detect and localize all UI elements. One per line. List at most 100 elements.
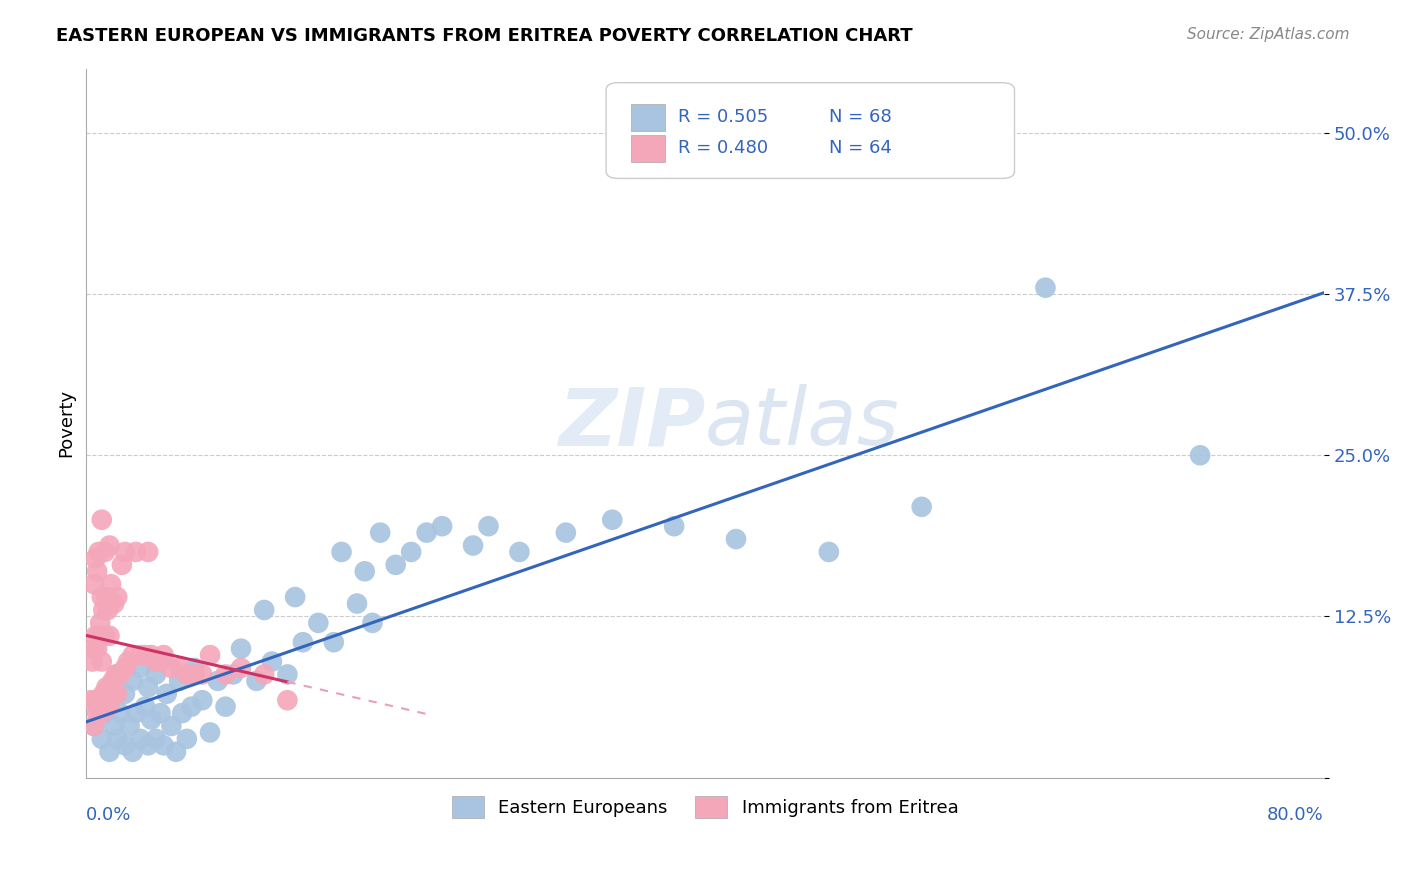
- Point: [152, 648, 174, 662]
- Point: [229, 661, 252, 675]
- Point: [104, 667, 127, 681]
- Point: [183, 661, 205, 675]
- Point: [176, 667, 198, 681]
- Point: [86, 706, 108, 720]
- Point: [911, 500, 934, 514]
- Point: [229, 641, 252, 656]
- Point: [83, 577, 105, 591]
- Point: [114, 661, 136, 675]
- FancyBboxPatch shape: [631, 136, 665, 162]
- Legend: Eastern Europeans, Immigrants from Eritrea: Eastern Europeans, Immigrants from Eritr…: [444, 789, 966, 825]
- Point: [322, 635, 344, 649]
- Point: [207, 673, 229, 688]
- Point: [100, 577, 122, 591]
- Point: [156, 687, 179, 701]
- Point: [361, 615, 384, 630]
- Point: [176, 731, 198, 746]
- Point: [94, 545, 117, 559]
- Text: 0.0%: 0.0%: [86, 806, 132, 824]
- Point: [110, 706, 132, 720]
- Point: [160, 719, 183, 733]
- Point: [145, 731, 167, 746]
- Point: [114, 545, 136, 559]
- Point: [97, 603, 120, 617]
- Point: [80, 693, 103, 707]
- Point: [114, 687, 136, 701]
- Text: N = 64: N = 64: [830, 139, 891, 157]
- Point: [253, 667, 276, 681]
- Point: [84, 629, 107, 643]
- Point: [191, 667, 214, 681]
- Point: [117, 655, 139, 669]
- Point: [83, 641, 105, 656]
- Point: [96, 681, 118, 695]
- Point: [87, 693, 110, 707]
- Point: [100, 681, 122, 695]
- Text: R = 0.480: R = 0.480: [678, 139, 768, 157]
- Point: [121, 673, 143, 688]
- Point: [89, 615, 111, 630]
- Point: [87, 699, 110, 714]
- Point: [384, 558, 406, 572]
- Point: [818, 545, 841, 559]
- Point: [260, 655, 283, 669]
- Point: [149, 655, 172, 669]
- Point: [121, 648, 143, 662]
- Point: [1189, 448, 1212, 462]
- Point: [1035, 281, 1057, 295]
- Point: [307, 615, 329, 630]
- Point: [96, 590, 118, 604]
- Point: [94, 699, 117, 714]
- Point: [198, 725, 221, 739]
- Point: [145, 667, 167, 681]
- Point: [86, 564, 108, 578]
- Text: Source: ZipAtlas.com: Source: ZipAtlas.com: [1187, 27, 1350, 42]
- Point: [94, 629, 117, 643]
- Text: 80.0%: 80.0%: [1267, 806, 1324, 824]
- Point: [86, 641, 108, 656]
- Point: [89, 693, 111, 707]
- Text: ZIP: ZIP: [558, 384, 704, 462]
- Point: [368, 525, 391, 540]
- Point: [90, 513, 112, 527]
- Point: [98, 745, 121, 759]
- Text: EASTERN EUROPEAN VS IMMIGRANTS FROM ERITREA POVERTY CORRELATION CHART: EASTERN EUROPEAN VS IMMIGRANTS FROM ERIT…: [56, 27, 912, 45]
- Point: [134, 699, 156, 714]
- Point: [91, 603, 114, 617]
- Point: [103, 597, 125, 611]
- Point: [284, 590, 307, 604]
- Point: [600, 513, 623, 527]
- Point: [136, 545, 159, 559]
- Point: [129, 648, 152, 662]
- Point: [554, 525, 576, 540]
- FancyBboxPatch shape: [606, 83, 1015, 178]
- Point: [97, 687, 120, 701]
- Point: [90, 706, 112, 720]
- Y-axis label: Poverty: Poverty: [58, 389, 75, 457]
- Point: [136, 739, 159, 753]
- Point: [84, 693, 107, 707]
- Point: [118, 719, 141, 733]
- Point: [90, 731, 112, 746]
- Point: [662, 519, 685, 533]
- Point: [214, 699, 236, 714]
- Point: [129, 661, 152, 675]
- Point: [276, 693, 298, 707]
- Point: [90, 590, 112, 604]
- Point: [165, 745, 187, 759]
- Point: [129, 731, 152, 746]
- Point: [125, 545, 148, 559]
- Point: [101, 673, 124, 688]
- Point: [98, 629, 121, 643]
- Point: [222, 667, 245, 681]
- Point: [83, 719, 105, 733]
- Point: [508, 545, 530, 559]
- Point: [214, 667, 236, 681]
- Point: [430, 519, 453, 533]
- Point: [183, 667, 205, 681]
- Point: [98, 681, 121, 695]
- Point: [134, 648, 156, 662]
- Point: [149, 706, 172, 720]
- Point: [291, 635, 314, 649]
- Point: [461, 539, 484, 553]
